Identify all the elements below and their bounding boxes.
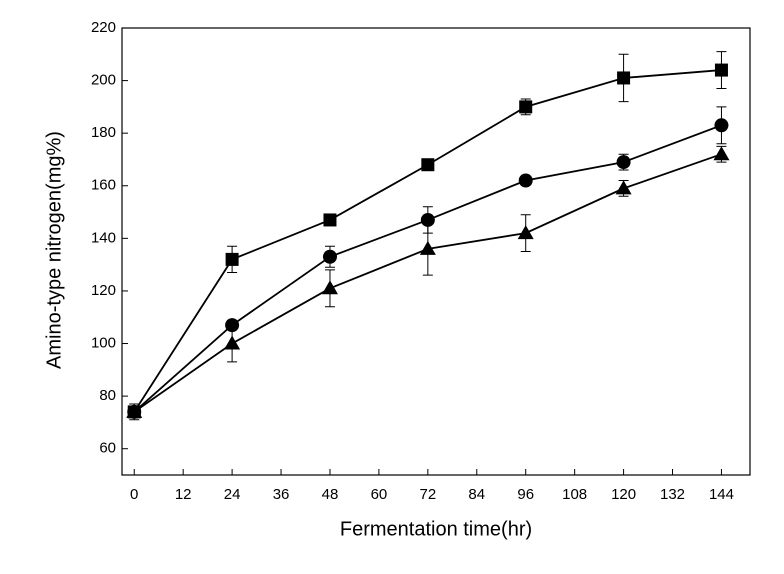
marker xyxy=(420,212,435,227)
marker xyxy=(615,180,632,195)
y-tick-label: 60 xyxy=(99,440,116,457)
marker xyxy=(321,280,338,295)
y-tick-label: 80 xyxy=(99,387,116,404)
marker xyxy=(713,146,730,161)
x-tick-label: 84 xyxy=(468,486,485,503)
y-tick-label: 180 xyxy=(91,124,116,141)
x-tick-label: 132 xyxy=(660,486,685,503)
marker xyxy=(323,213,337,227)
y-tick-label: 100 xyxy=(91,334,116,351)
marker xyxy=(616,155,631,170)
x-tick-label: 72 xyxy=(420,486,437,503)
marker xyxy=(322,249,337,264)
y-tick-label: 120 xyxy=(91,282,116,299)
marker xyxy=(224,335,241,350)
x-axis-label: Fermentation time(hr) xyxy=(340,518,532,540)
x-tick-label: 108 xyxy=(562,486,587,503)
x-tick-label: 120 xyxy=(611,486,636,503)
marker xyxy=(126,403,143,418)
y-tick-label: 220 xyxy=(91,19,116,36)
y-tick-label: 200 xyxy=(91,72,116,89)
y-tick-label: 160 xyxy=(91,177,116,194)
marker xyxy=(714,63,728,77)
x-tick-label: 12 xyxy=(175,486,192,503)
x-tick-label: 60 xyxy=(371,486,388,503)
y-tick-label: 140 xyxy=(91,229,116,246)
y-axis-label: Amino-type nitrogen(mg%) xyxy=(43,131,65,369)
marker xyxy=(421,158,435,172)
plot-frame xyxy=(121,27,751,476)
marker xyxy=(519,100,533,114)
marker xyxy=(617,71,631,85)
marker xyxy=(225,252,239,266)
marker xyxy=(517,225,534,240)
x-tick-label: 144 xyxy=(709,486,734,503)
x-tick-label: 0 xyxy=(130,486,138,503)
series-line xyxy=(133,153,722,413)
marker xyxy=(714,118,729,133)
x-tick-label: 36 xyxy=(273,486,290,503)
x-tick-label: 24 xyxy=(224,486,241,503)
marker xyxy=(518,173,533,188)
marker xyxy=(419,240,436,255)
x-tick-label: 96 xyxy=(517,486,534,503)
x-tick-label: 48 xyxy=(322,486,339,503)
